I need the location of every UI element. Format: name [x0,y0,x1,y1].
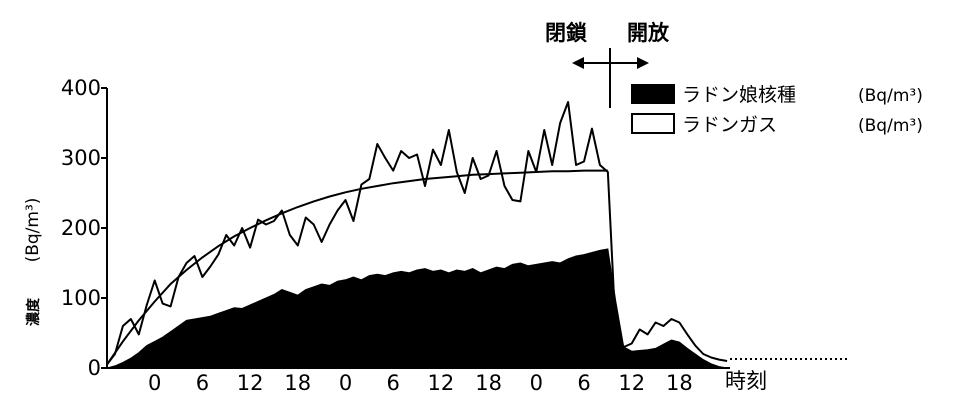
y-ticks: 0 100 200 300 400 [61,76,107,380]
y-axis-title: 濃度 [25,297,42,326]
x-tick-label: 12 [237,371,264,395]
arrow-right-head [637,57,649,69]
legend: ラドン娘核種 (Bq/m³) ラドンガス (Bq/m³) [631,84,923,136]
x-tick-label: 6 [577,371,590,395]
legend-unit-progeny: (Bq/m³) [858,86,923,106]
x-tick-label: 6 [196,371,209,395]
radon-progeny-area-layer [106,248,728,369]
x-tick-label: 18 [475,371,502,395]
y-tick-label: 400 [61,76,101,100]
x-tick-label: 12 [618,371,645,395]
legend-unit-gas: (Bq/m³) [858,116,923,136]
radon-progeny-area [106,248,728,369]
legend-label-progeny: ラドン娘核種 [682,84,796,106]
x-axis-unit-label: 時刻 [725,369,767,393]
closed-label: 閉鎖 [545,21,588,45]
legend-label-gas: ラドンガス [682,114,777,136]
y-tick-label: 200 [61,216,101,240]
radon-gas-line-layer [106,101,728,366]
x-tick-label: 18 [666,371,693,395]
door-annotation: 閉鎖 開放 [545,21,670,108]
x-tick-label: 0 [339,371,352,395]
x-tick-label: 0 [530,371,543,395]
arrow-left-head [572,57,584,69]
radon-gas-line [106,101,728,366]
y-tick-label: 0 [88,356,101,380]
legend-swatch-open [631,113,675,134]
y-axis-label: 濃度 (Bq/m³) [23,198,43,326]
open-label: 開放 [627,21,670,45]
y-axis-unit: (Bq/m³) [23,198,43,263]
x-ticks: 0 6 12 18 0 6 12 18 0 6 12 18 [148,371,693,395]
y-tick-label: 100 [61,286,101,310]
x-tick-label: 0 [148,371,161,395]
y-tick-label: 300 [61,146,101,170]
x-tick-label: 12 [428,371,455,395]
x-tick-label: 18 [284,371,311,395]
legend-swatch-filled [631,84,675,104]
x-tick-label: 6 [387,371,400,395]
